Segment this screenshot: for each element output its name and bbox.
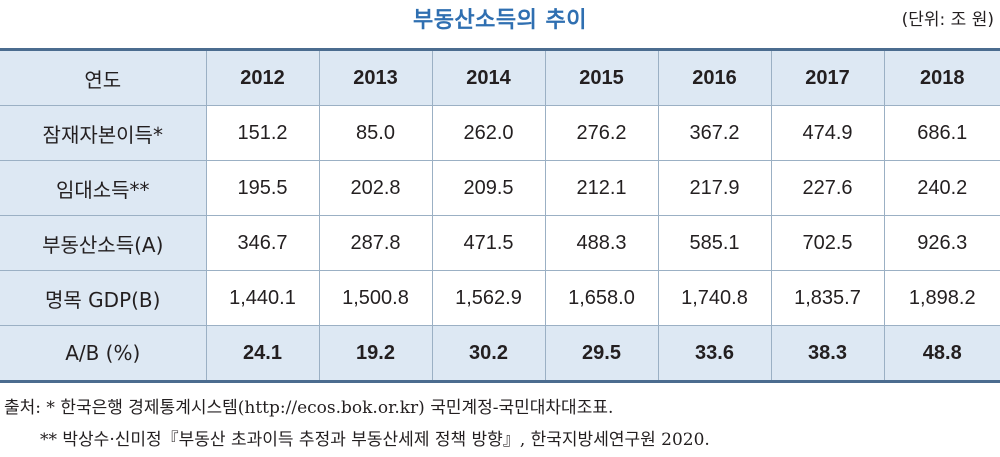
table-cell: 151.2 (205, 105, 319, 161)
table-cell: 1,740.8 (657, 270, 771, 326)
table-cell: 1,898.2 (883, 270, 1000, 326)
table-row: 부동산소득(A) 346.7 287.8 471.5 488.3 585.1 7… (0, 215, 1000, 271)
table-cell: 474.9 (770, 105, 884, 161)
row-label: 부동산소득(A) (0, 215, 206, 271)
table-cell: 1,658.0 (544, 270, 658, 326)
table-cell: 926.3 (883, 215, 1000, 271)
table-cell: 30.2 (431, 325, 545, 383)
header-cell-year: 연도 (0, 48, 206, 106)
table-cell: 1,562.9 (431, 270, 545, 326)
unit-label: (단위: 조 원) (901, 10, 994, 30)
row-label: 임대소득** (0, 160, 206, 216)
source-note-2: ** 박상수·신미정『부동산 초과이득 추정과 부동산세제 정책 방향』, 한국… (40, 430, 710, 450)
table-cell: 217.9 (657, 160, 771, 216)
table-cell: 585.1 (657, 215, 771, 271)
table-cell: 287.8 (318, 215, 432, 271)
header-cell: 2012 (205, 48, 319, 106)
table-cell: 227.6 (770, 160, 884, 216)
table-cell: 1,500.8 (318, 270, 432, 326)
table-cell: 367.2 (657, 105, 771, 161)
row-label: 명목 GDP(B) (0, 270, 206, 326)
table-row: 명목 GDP(B) 1,440.1 1,500.8 1,562.9 1,658.… (0, 270, 1000, 326)
header-cell: 2014 (431, 48, 545, 106)
source-note-1: 출처: * 한국은행 경제통계시스템(http://ecos.bok.or.kr… (4, 398, 614, 418)
table-cell: 209.5 (431, 160, 545, 216)
table-cell: 1,440.1 (205, 270, 319, 326)
table-cell: 276.2 (544, 105, 658, 161)
table-header-row: 연도 2012 2013 2014 2015 2016 2017 2018 (0, 48, 1000, 106)
income-table: 연도 2012 2013 2014 2015 2016 2017 2018 잠재… (0, 48, 1000, 383)
table-cell: 202.8 (318, 160, 432, 216)
table-cell: 471.5 (431, 215, 545, 271)
table-cell: 19.2 (318, 325, 432, 383)
table-cell: 686.1 (883, 105, 1000, 161)
table-cell: 240.2 (883, 160, 1000, 216)
table-cell: 346.7 (205, 215, 319, 271)
table-title: 부동산소득의 추이 (412, 8, 588, 33)
table-cell: 33.6 (657, 325, 771, 383)
table-cell: 29.5 (544, 325, 658, 383)
table-row: 임대소득** 195.5 202.8 209.5 212.1 217.9 227… (0, 160, 1000, 216)
table-cell: 488.3 (544, 215, 658, 271)
header-cell: 2016 (657, 48, 771, 106)
header-cell: 2015 (544, 48, 658, 106)
row-label: 잠재자본이득* (0, 105, 206, 161)
table-cell: 1,835.7 (770, 270, 884, 326)
table-cell: 212.1 (544, 160, 658, 216)
table-cell: 85.0 (318, 105, 432, 161)
table-row: 잠재자본이득* 151.2 85.0 262.0 276.2 367.2 474… (0, 105, 1000, 161)
table-cell: 38.3 (770, 325, 884, 383)
table-cell: 48.8 (883, 325, 1000, 383)
header-cell: 2017 (770, 48, 884, 106)
table-cell: 702.5 (770, 215, 884, 271)
table-row-ratio: A/B (%) 24.1 19.2 30.2 29.5 33.6 38.3 48… (0, 325, 1000, 383)
table-cell: 195.5 (205, 160, 319, 216)
row-label: A/B (%) (0, 325, 206, 383)
source-notes: 출처: * 한국은행 경제통계시스템(http://ecos.bok.or.kr… (4, 392, 710, 456)
header-cell: 2013 (318, 48, 432, 106)
table-cell: 24.1 (205, 325, 319, 383)
table-cell: 262.0 (431, 105, 545, 161)
header-cell: 2018 (883, 48, 1000, 106)
